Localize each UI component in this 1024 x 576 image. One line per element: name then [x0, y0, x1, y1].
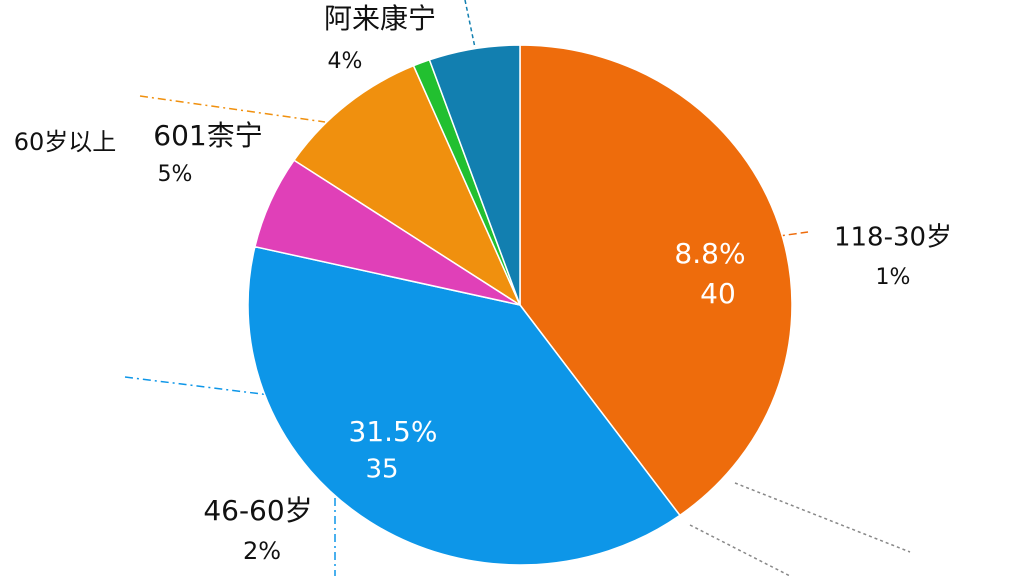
- pie-slice: [519, 44, 793, 517]
- annotation: 46-60岁: [203, 494, 312, 527]
- annotation: 阿来康宁: [324, 2, 436, 35]
- annotation: 118-30岁: [834, 223, 952, 253]
- leader-lines: [124, 0, 911, 576]
- annotation: 4%: [328, 49, 363, 74]
- annotation: 60岁以上: [14, 128, 117, 156]
- pie-slice: [428, 44, 521, 306]
- pie-slice: [293, 64, 522, 307]
- pie-slice: [247, 245, 681, 566]
- annotation: 31.5%: [349, 415, 438, 448]
- annotation: 5%: [158, 162, 193, 187]
- annotation: 601柰宁: [153, 119, 262, 152]
- annotation: 8.8%: [674, 237, 745, 270]
- leader-line: [139, 95, 326, 123]
- leader-line: [124, 376, 351, 406]
- annotation: 1%: [876, 265, 911, 290]
- annotation: 2%: [243, 537, 281, 565]
- annotation: 40: [700, 277, 736, 310]
- annotation: 35: [365, 455, 398, 485]
- leader-line: [734, 482, 911, 553]
- leader-line: [689, 524, 791, 576]
